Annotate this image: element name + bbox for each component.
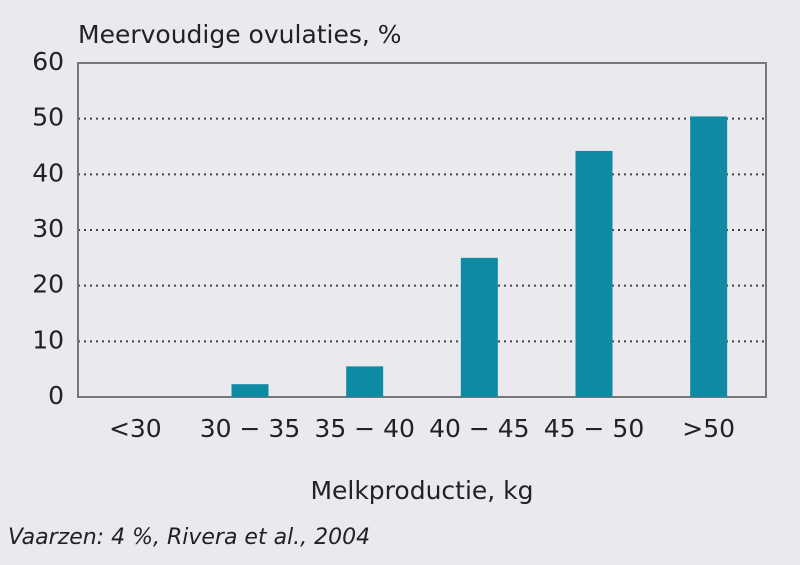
x-tick-label: 30 − 35 (200, 414, 300, 443)
bar (346, 366, 384, 397)
y-tick-label: 0 (48, 381, 64, 410)
y-tick-label: 10 (32, 325, 64, 354)
y-tick-label: 50 (32, 103, 64, 132)
y-tick-label: 30 (32, 214, 64, 243)
bar (575, 150, 613, 397)
bar (690, 116, 728, 397)
x-tick-label: 40 − 45 (429, 414, 529, 443)
plot-frame (77, 62, 767, 398)
y-tick-label: 20 (32, 270, 64, 299)
x-tick-label: 35 − 40 (314, 414, 414, 443)
footnote: Vaarzen: 4 %, Rivera et al., 2004 (8, 525, 370, 550)
x-tick-label: <30 (109, 414, 162, 443)
y-tick-label: 60 (32, 47, 64, 76)
x-tick-label: 45 − 50 (544, 414, 644, 443)
x-tick-label: >50 (682, 414, 735, 443)
y-tick-label: 40 (32, 158, 64, 187)
bar (231, 384, 269, 397)
x-axis-label: Melkproductie, kg (310, 476, 533, 505)
chart-title: Meervoudige ovulaties, % (78, 20, 402, 49)
bar (460, 257, 498, 397)
